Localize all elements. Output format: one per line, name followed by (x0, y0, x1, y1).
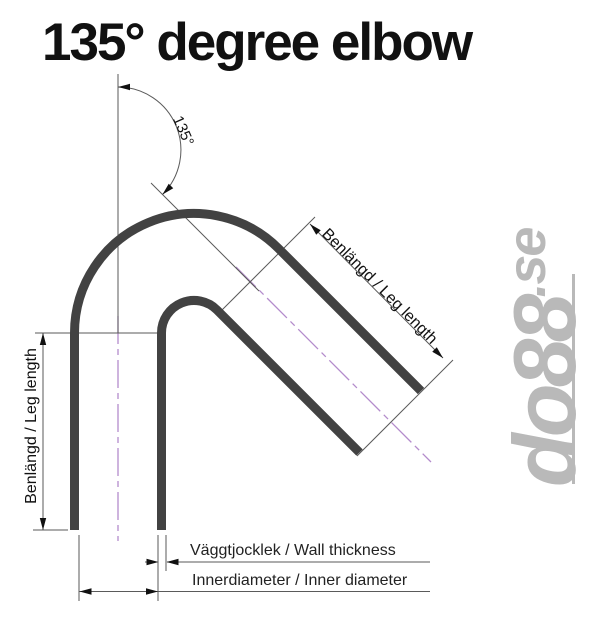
pipe-inner-wall (157, 295, 363, 530)
pipe-outline (70, 209, 425, 530)
arrowhead-wall-right (166, 558, 179, 566)
diagonal-leg-centerline (235, 266, 432, 463)
arrowhead-arc-top (118, 83, 130, 91)
wall-thickness-label: Väggtjocklek / Wall thickness (190, 542, 396, 559)
left-leg-length-label: Benlängd / Leg length (23, 348, 40, 504)
angle-dimension-arc (117, 86, 182, 195)
inner-diameter-label: Innerdiameter / Inner diameter (192, 572, 408, 589)
pipe-centerlines (117, 266, 432, 541)
arrowhead-up (39, 333, 47, 345)
watermark-logo: do88.se (495, 228, 594, 487)
diagonal-upper-extension-line (218, 216, 316, 314)
arrowhead-diag-lower (432, 347, 443, 358)
angle-diagonal-reference-line (150, 182, 260, 292)
diagonal-leg-dimension-line (309, 223, 444, 359)
pipe-outer-wall (70, 209, 425, 530)
watermark-suffix: .se (497, 228, 557, 298)
arrowheads (39, 83, 443, 595)
arrowhead-wall-left (146, 558, 159, 566)
arrowhead-id-left (79, 588, 92, 595)
watermark-underline (572, 274, 575, 484)
arrowhead-arc-bottom (162, 183, 174, 195)
watermark-main: do88 (495, 297, 594, 487)
arrowhead-down (39, 518, 47, 530)
arrowhead-diag-upper (310, 224, 321, 235)
page-title: 135° degree elbow (42, 13, 473, 72)
arrowhead-id-right (146, 588, 158, 595)
pipe-end-cap-line (356, 359, 454, 457)
